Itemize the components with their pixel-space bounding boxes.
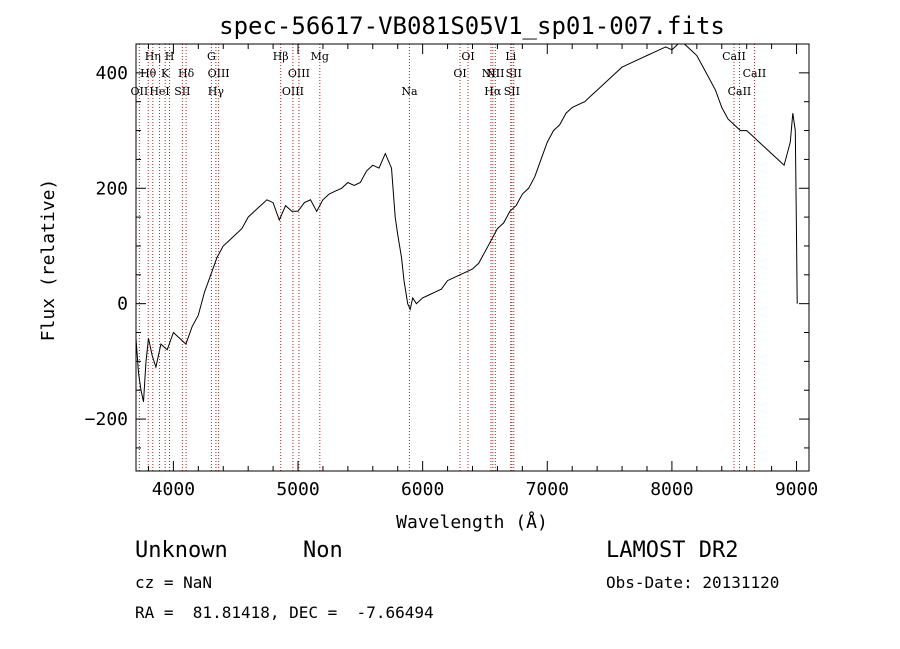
line-marker-label: SII — [504, 85, 520, 98]
line-marker-label: Li — [505, 50, 516, 63]
x-tick-label: 7000 — [526, 479, 569, 500]
x-tick-label: 9000 — [775, 479, 818, 500]
survey-name: LAMOST DR2 — [606, 538, 739, 563]
x-axis-label: Wavelength (Å) — [396, 511, 548, 533]
y-tick-label: −200 — [85, 409, 128, 430]
line-marker-label: SII — [506, 67, 522, 80]
line-marker-label: Na — [401, 85, 418, 98]
line-marker-label: OI — [453, 67, 466, 80]
line-marker-label: K — [161, 67, 170, 80]
line-marker-label: OIII — [288, 67, 310, 80]
line-markers — [138, 44, 755, 471]
line-marker-label: NII — [482, 67, 500, 80]
line-marker-label: NII — [486, 67, 504, 80]
plot-frame — [135, 43, 810, 472]
line-marker-label: OII — [131, 85, 149, 98]
redshift-readout: cz = NaN — [135, 573, 213, 592]
chart-title: spec-56617-VB081S05V1_sp01-007.fits — [219, 12, 725, 40]
line-marker-label: Hη — [145, 50, 161, 63]
coordinates-readout: RA = 81.81418, DEC = -7.66494 — [135, 603, 434, 622]
line-marker-label: Hδ — [178, 67, 195, 80]
x-axis: 4000 5000 6000 7000 8000 9000 — [147, 44, 818, 500]
line-marker-label: H — [165, 50, 175, 63]
line-marker-label: G — [207, 50, 216, 63]
line-marker-label: Hβ — [273, 50, 289, 63]
line-marker-labels: OIIHθHηHeIKHSIIHδGHγOIIIHβOIIIOIIIMgNaOI… — [131, 50, 767, 98]
x-tick-label: 8000 — [650, 479, 693, 500]
y-axis: −200 0 200 400 — [85, 43, 809, 449]
line-marker-label: CaII — [722, 50, 746, 63]
y-tick-label: 200 — [95, 178, 128, 199]
object-class: Unknown — [135, 538, 228, 563]
y-tick-label: 400 — [95, 63, 128, 84]
line-marker-label: OI — [461, 50, 474, 63]
line-marker-label: Hα — [484, 85, 502, 98]
line-marker-label: Hγ — [208, 85, 225, 98]
line-marker-label: SII — [174, 85, 190, 98]
line-marker-label: Mg — [311, 50, 329, 63]
spectrum-line — [135, 43, 798, 402]
line-marker-label: Hθ — [140, 67, 157, 80]
line-marker-label: OIII — [208, 67, 230, 80]
line-marker-label: CaII — [728, 85, 752, 98]
x-tick-label: 4000 — [152, 479, 195, 500]
object-subclass: Non — [303, 538, 343, 563]
y-tick-label: 0 — [117, 294, 128, 315]
x-tick-label: 6000 — [401, 479, 444, 500]
x-tick-label: 5000 — [276, 479, 319, 500]
line-marker-label: HeI — [149, 85, 169, 98]
line-marker-label: OIII — [282, 85, 304, 98]
y-axis-label: Flux (relative) — [38, 179, 59, 342]
observation-date: Obs-Date: 20131120 — [606, 573, 780, 592]
line-marker-label: CaII — [743, 67, 767, 80]
